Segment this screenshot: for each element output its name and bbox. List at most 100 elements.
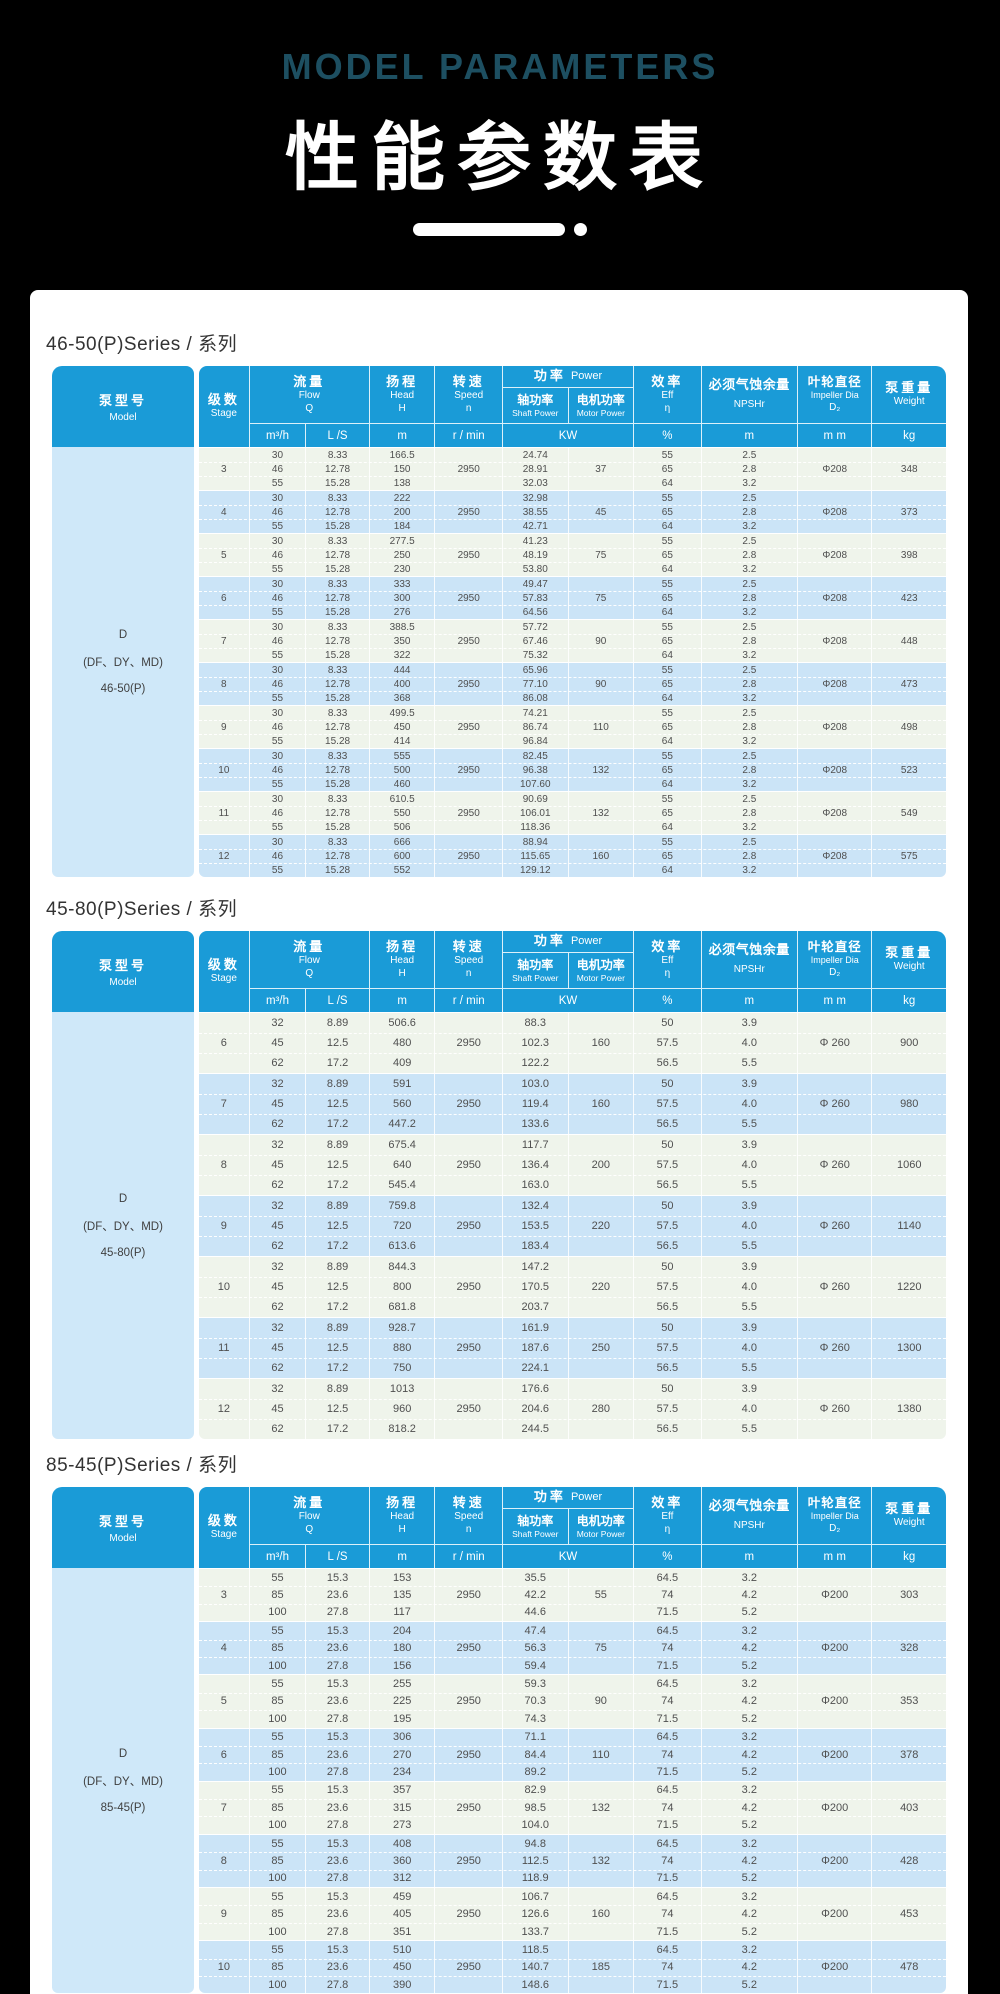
flow-m3h-value: 45 xyxy=(248,1155,306,1175)
unit-power: KW xyxy=(501,423,634,447)
flow-ls-value: 23.6 xyxy=(305,1692,369,1711)
shaft-power-value: 49.47 xyxy=(501,577,568,591)
flow-m3h-value: 32 xyxy=(248,1135,306,1155)
impeller-sym: D₂ xyxy=(829,966,841,978)
col-header-weight: 泵重量 Weight xyxy=(871,366,946,423)
flow-m3h-value: 46 xyxy=(248,505,306,519)
flow-m3h-value: 62 xyxy=(248,1358,306,1378)
head-value: 250 xyxy=(368,548,435,562)
row-separator xyxy=(199,1869,946,1871)
flow-m3h-value: 55 xyxy=(248,734,306,748)
flow-ls-value: 23.6 xyxy=(305,1799,369,1817)
shaft-power-value: 107.60 xyxy=(501,777,568,791)
speed-sym: n xyxy=(465,1523,472,1535)
stage-group: 12 32 8.89 1013 176.6 50 3.9 45 12.5 960 204.6 57.5… xyxy=(199,1378,946,1439)
flow-m3h-value: 46 xyxy=(248,677,306,691)
npshr-zh: 必须气蚀余量 xyxy=(708,1498,790,1514)
flow-m3h-value: 55 xyxy=(248,777,306,791)
impeller-value: Φ208 xyxy=(796,448,872,490)
flow-m3h-value: 62 xyxy=(248,1053,306,1073)
stage-value: 12 xyxy=(217,1403,230,1415)
flow-ls-value: 15.3 xyxy=(305,1834,369,1853)
stage-value: 9 xyxy=(220,1220,227,1232)
flow-ls-value: 15.3 xyxy=(305,1888,369,1906)
eff-value: 55 xyxy=(633,448,701,462)
row-separator xyxy=(199,1639,946,1641)
weight-value: 498 xyxy=(871,706,946,748)
speed-zh: 转速 xyxy=(452,373,485,389)
head-value: 322 xyxy=(368,648,435,662)
unit-impeller: m m xyxy=(796,1544,872,1568)
eff-value: 55 xyxy=(633,792,701,806)
flow-ls-value: 27.8 xyxy=(305,1656,369,1675)
weight-value: 453 xyxy=(871,1888,946,1941)
npshr-value: 3.2 xyxy=(700,562,797,576)
weight-value: 1140 xyxy=(871,1196,946,1256)
eff-value: 65 xyxy=(633,548,701,562)
row-separator xyxy=(199,462,946,463)
head-value: 444 xyxy=(368,663,435,677)
flow-ls-value: 15.28 xyxy=(305,863,369,877)
flow-m3h-value: 62 xyxy=(248,1114,306,1134)
motor-power-value: 90 xyxy=(567,663,634,705)
row-separator xyxy=(199,763,946,764)
npshr-value: 2.5 xyxy=(700,448,797,462)
npshr-value: 4.0 xyxy=(700,1033,797,1053)
power-zh: 功率 xyxy=(533,933,566,949)
eff-value: 65 xyxy=(633,462,701,476)
weight-value: 348 xyxy=(871,448,946,490)
head-value: 510 xyxy=(368,1941,435,1959)
eff-value: 71.5 xyxy=(633,1763,701,1781)
npshr-zh: 必须气蚀余量 xyxy=(708,942,790,958)
npshr-value: 2.8 xyxy=(700,763,797,777)
col-header-power: 功率 Power 轴功率 Shaft Power 电机功率 Motor Power xyxy=(501,366,634,423)
npshr-value: 5.5 xyxy=(700,1358,797,1378)
head-value: 400 xyxy=(368,677,435,691)
head-value: 499.5 xyxy=(368,706,435,720)
unit-flow-m3h: m³/h xyxy=(248,988,306,1012)
stage-en: Stage xyxy=(210,408,237,420)
flow-ls-value: 12.78 xyxy=(305,763,369,777)
model-cell: D (DF、DY、MD) 45-80(P) xyxy=(52,1012,194,1439)
eff-en: Eff xyxy=(661,955,674,967)
speed-value: 2950 xyxy=(434,448,502,490)
head-value: 234 xyxy=(368,1763,435,1781)
flow-ls-value: 23.6 xyxy=(305,1852,369,1870)
shaft-power-value: 32.03 xyxy=(501,476,568,490)
npshr-value: 3.2 xyxy=(700,1834,797,1853)
weight-zh: 泵重量 xyxy=(885,380,934,396)
flow-m3h-value: 85 xyxy=(248,1639,306,1657)
eff-value: 71.5 xyxy=(633,1816,701,1834)
eff-value: 64 xyxy=(633,519,701,533)
col-header-impeller: 叶轮直径 Impeller Dia D₂ xyxy=(796,931,872,988)
head-value: 138 xyxy=(368,476,435,490)
stage-group: 10 55 15.3 510 118.5 64.5 3.2 85 23.6 450 140.7 74 4… xyxy=(199,1940,946,1994)
eff-zh: 效率 xyxy=(651,938,684,954)
flow-ls-value: 17.2 xyxy=(305,1419,369,1439)
npshr-value: 2.5 xyxy=(700,534,797,548)
head-value: 368 xyxy=(368,691,435,705)
row-separator xyxy=(199,548,946,549)
head-value: 675.4 xyxy=(368,1135,435,1155)
table-main: 级数 Stage 流量 Flow Q 扬程 Head H 转速 Speed n 功率 Power 轴功率 S… xyxy=(199,931,946,1439)
model-header: 泵型号 Model xyxy=(52,1487,194,1568)
npshr-value: 2.8 xyxy=(700,548,797,562)
eff-value: 64.5 xyxy=(633,1888,701,1906)
model-column: 泵型号 Model D (DF、DY、MD) 46-50(P) xyxy=(52,366,194,877)
head-value: 184 xyxy=(368,519,435,533)
head-value: 204 xyxy=(368,1622,435,1640)
stage-value: 4 xyxy=(221,506,227,518)
flow-ls-value: 15.3 xyxy=(305,1781,369,1800)
flow-m3h-value: 55 xyxy=(248,605,306,619)
flow-ls-value: 17.2 xyxy=(305,1114,369,1134)
table-section: 45-80(P)Series / 系列 泵型号 Model D (DF、DY、MD) 45… xyxy=(46,897,946,1439)
speed-value: 2950 xyxy=(434,534,502,576)
flow-en: Flow xyxy=(298,390,320,402)
head-zh: 扬程 xyxy=(386,1494,419,1510)
impeller-value: Φ 260 xyxy=(796,1318,872,1378)
impeller-value: Φ200 xyxy=(796,1728,872,1781)
row-separator xyxy=(199,1816,946,1818)
shaft-power-value: 118.36 xyxy=(501,820,568,834)
stage-group: 3 55 15.3 153 35.5 64.5 3.2 85 23.6 135 42.2 74 4.2 1… xyxy=(199,1568,946,1622)
stage-group: 11 32 8.89 928.7 161.9 50 3.9 45 12.5 880 187.6 57.… xyxy=(199,1317,946,1378)
